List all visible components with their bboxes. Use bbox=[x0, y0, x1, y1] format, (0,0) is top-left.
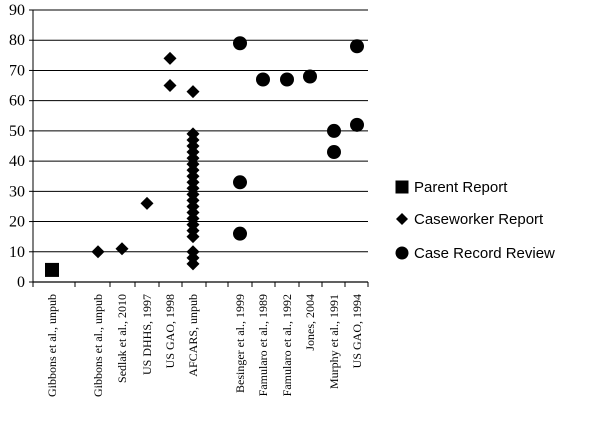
y-tick-label: 0 bbox=[17, 274, 25, 291]
y-tick-label: 50 bbox=[9, 123, 25, 140]
diamond-point bbox=[140, 196, 154, 210]
x-category-label: Gibbons et al., unpub bbox=[91, 294, 105, 397]
circle-point bbox=[233, 36, 247, 51]
x-category-label: Murphy et al., 1991 bbox=[327, 294, 341, 389]
legend-label: Parent Report bbox=[414, 179, 508, 196]
x-category-label: Jones, 2004 bbox=[303, 294, 317, 351]
gridlines bbox=[32, 9, 369, 287]
circle-point bbox=[327, 123, 341, 138]
diamond-point bbox=[91, 245, 105, 259]
diamond-point bbox=[186, 85, 200, 99]
x-category-label: Famularo et al., 1992 bbox=[280, 294, 294, 396]
x-category-label: Famularo et al., 1989 bbox=[256, 294, 270, 396]
y-axis-ticks: 0 10 20 30 40 50 60 70 80 90 bbox=[9, 2, 33, 291]
y-tick-label: 10 bbox=[9, 244, 25, 261]
legend-label: Case Record Review bbox=[414, 245, 555, 262]
x-axis-category-labels: Gibbons et al., unpub Gibbons et al., unp… bbox=[45, 294, 364, 397]
diamond-point bbox=[186, 230, 200, 244]
diamond-point bbox=[163, 51, 177, 65]
circle-point bbox=[233, 175, 247, 190]
diamond-point bbox=[115, 242, 129, 256]
legend-diamond-marker bbox=[396, 213, 408, 225]
x-category-label: US DHHS, 1997 bbox=[140, 294, 154, 375]
legend-square-marker bbox=[395, 180, 409, 194]
x-category-label: Sedlak et al., 2010 bbox=[115, 294, 129, 383]
legend-circle-marker bbox=[395, 246, 409, 260]
circle-point bbox=[350, 39, 364, 54]
circle-point bbox=[233, 226, 247, 241]
x-category-label: Gibbons et al., unpub bbox=[45, 294, 59, 397]
circle-point bbox=[256, 72, 270, 87]
circle-point bbox=[280, 72, 294, 87]
diamond-point bbox=[186, 257, 200, 271]
x-category-label: US GAO, 1998 bbox=[163, 294, 177, 368]
y-tick-label: 60 bbox=[9, 93, 25, 110]
circle-point bbox=[350, 117, 364, 132]
y-tick-label: 80 bbox=[9, 32, 25, 49]
x-category-label: Besinger et al., 1999 bbox=[233, 294, 247, 393]
circle-point bbox=[303, 69, 317, 84]
diamond-point bbox=[163, 79, 177, 93]
y-tick-label: 20 bbox=[9, 214, 25, 231]
y-tick-label: 30 bbox=[9, 183, 25, 200]
legend: Parent Report Caseworker Report Case Recor… bbox=[395, 179, 555, 262]
legend-label: Caseworker Report bbox=[414, 211, 544, 228]
y-tick-label: 90 bbox=[9, 2, 25, 19]
square-point bbox=[45, 262, 59, 277]
x-category-label: AFCARS, unpub bbox=[186, 294, 200, 377]
y-tick-label: 70 bbox=[9, 62, 25, 79]
circle-point bbox=[327, 145, 341, 160]
data-points bbox=[45, 36, 364, 277]
x-category-label: US GAO, 1994 bbox=[350, 294, 364, 368]
y-tick-label: 40 bbox=[9, 153, 25, 170]
